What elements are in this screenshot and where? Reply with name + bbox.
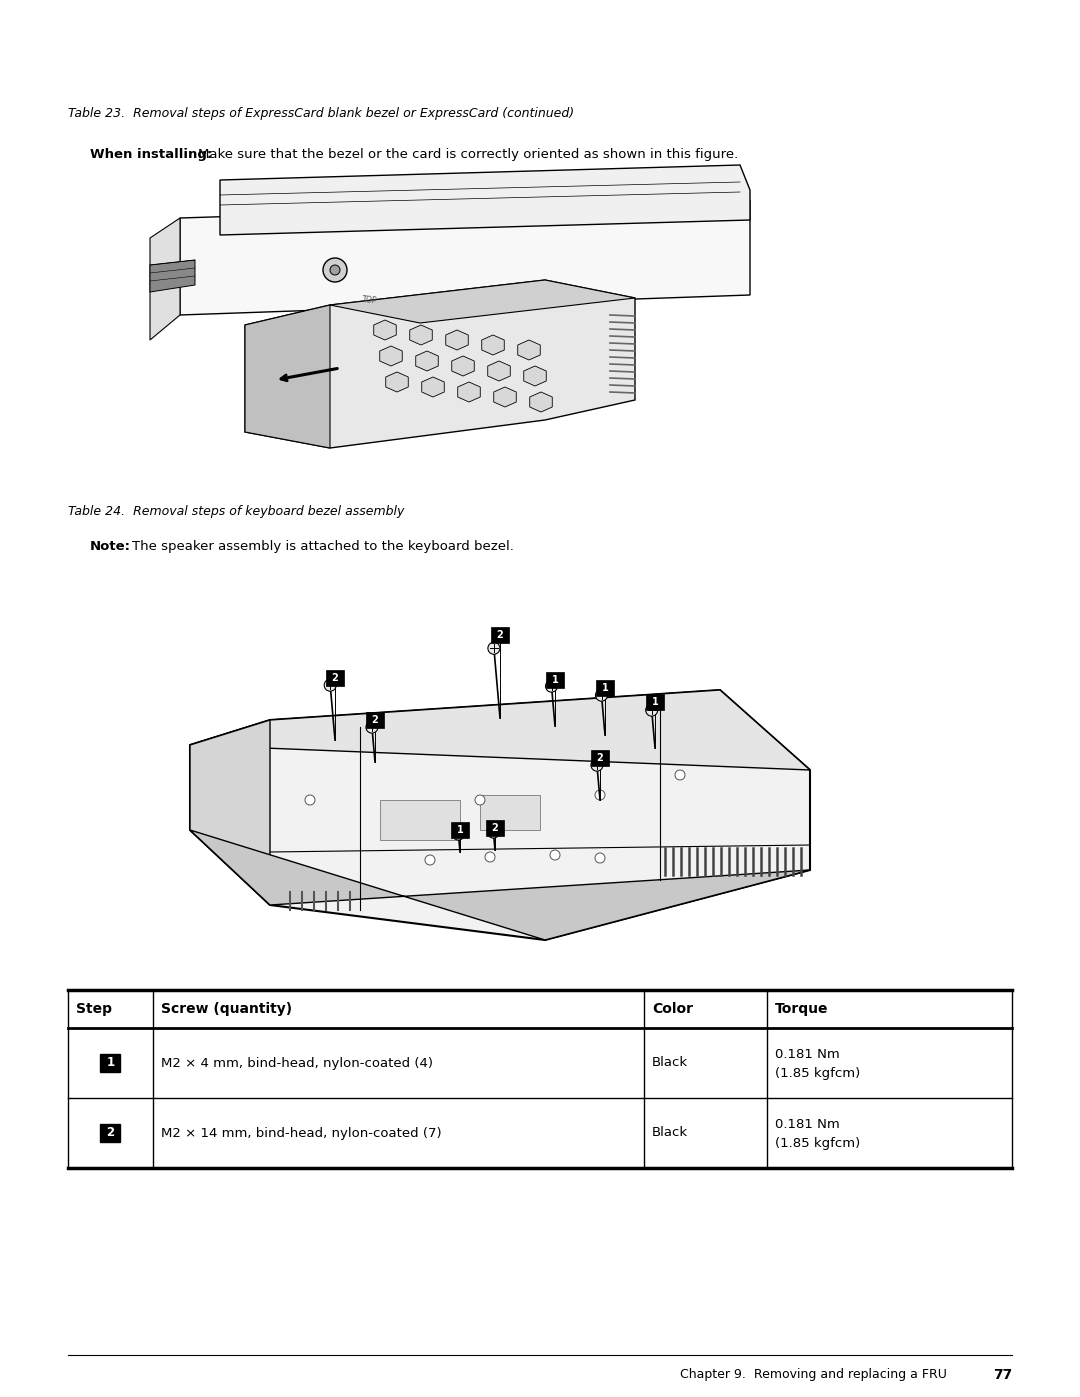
Circle shape [324,679,336,692]
Circle shape [323,258,347,282]
Text: (1.85 kgfcm): (1.85 kgfcm) [774,1066,860,1080]
Text: Chapter 9.  Removing and replacing a FRU: Chapter 9. Removing and replacing a FRU [680,1368,947,1382]
Bar [546,672,564,687]
Text: M2 × 4 mm, bind-head, nylon-coated (4): M2 × 4 mm, bind-head, nylon-coated (4) [161,1056,433,1070]
Polygon shape [180,200,750,314]
Polygon shape [386,372,408,393]
Polygon shape [494,387,516,407]
Polygon shape [524,366,546,386]
Bar [591,750,609,766]
Polygon shape [190,690,810,770]
Bar [326,671,345,686]
Polygon shape [517,339,540,360]
Circle shape [488,643,500,654]
Polygon shape [416,351,438,372]
Polygon shape [245,305,330,448]
Text: Color: Color [652,1002,693,1016]
Circle shape [595,854,605,863]
Circle shape [595,689,608,701]
Polygon shape [330,279,635,323]
Text: 1: 1 [552,675,558,685]
Polygon shape [380,346,402,366]
Text: Note:: Note: [90,541,131,553]
Bar [366,712,384,728]
Text: 2: 2 [332,673,338,683]
Text: TOP: TOP [362,295,378,306]
Circle shape [305,795,315,805]
Text: 0.181 Nm: 0.181 Nm [774,1119,839,1132]
Text: Torque: Torque [774,1002,828,1016]
Circle shape [426,855,435,865]
Polygon shape [482,335,504,355]
Text: 2: 2 [107,1126,114,1140]
Bar [486,820,504,835]
Text: When installing:: When installing: [90,148,213,161]
Circle shape [366,721,378,733]
Circle shape [595,789,605,800]
Polygon shape [409,326,432,345]
Polygon shape [190,719,270,905]
Text: Black: Black [652,1126,688,1140]
Text: 0.181 Nm: 0.181 Nm [774,1049,839,1062]
Text: Black: Black [652,1056,688,1070]
Bar [380,800,460,840]
Text: M2 × 14 mm, bind-head, nylon-coated (7): M2 × 14 mm, bind-head, nylon-coated (7) [161,1126,442,1140]
Polygon shape [190,830,810,940]
Bar [491,627,509,643]
Text: 1: 1 [602,683,608,693]
Polygon shape [446,330,469,351]
Text: 1: 1 [107,1056,114,1070]
Text: Make sure that the bezel or the card is correctly oriented as shown in this figu: Make sure that the bezel or the card is … [198,148,739,161]
Circle shape [453,828,464,840]
Text: 1: 1 [651,697,659,707]
Polygon shape [530,393,552,412]
Polygon shape [422,377,444,397]
Text: (1.85 kgfcm): (1.85 kgfcm) [774,1137,860,1150]
Text: 1: 1 [457,826,463,835]
Text: 77: 77 [993,1368,1012,1382]
Polygon shape [150,218,180,339]
Polygon shape [245,279,635,448]
Circle shape [646,704,658,717]
Text: 2: 2 [491,823,498,833]
Polygon shape [488,360,510,381]
Polygon shape [451,356,474,376]
Text: Step: Step [76,1002,112,1016]
Polygon shape [458,381,481,402]
Text: Screw (quantity): Screw (quantity) [161,1002,292,1016]
Bar [480,795,540,830]
Circle shape [675,770,685,780]
Bar [100,1053,121,1071]
Circle shape [487,826,499,838]
Circle shape [485,852,495,862]
Polygon shape [374,320,396,339]
Text: 2: 2 [497,630,503,640]
Polygon shape [220,165,750,235]
Polygon shape [190,690,810,940]
Circle shape [591,759,603,771]
Bar [646,694,664,710]
Circle shape [475,795,485,805]
Text: Table 23.  Removal steps of ExpressCard blank bezel or ExpressCard (continued): Table 23. Removal steps of ExpressCard b… [68,108,575,120]
Circle shape [550,849,561,861]
Text: The speaker assembly is attached to the keyboard bezel.: The speaker assembly is attached to the … [132,541,514,553]
Bar [451,821,469,838]
Text: 2: 2 [596,753,604,763]
Text: 2: 2 [372,715,378,725]
Circle shape [545,680,557,692]
Circle shape [330,265,340,275]
Polygon shape [150,260,195,292]
Bar [100,1125,121,1141]
Bar [596,680,615,696]
Text: Table 24.  Removal steps of keyboard bezel assembly: Table 24. Removal steps of keyboard beze… [68,504,404,518]
